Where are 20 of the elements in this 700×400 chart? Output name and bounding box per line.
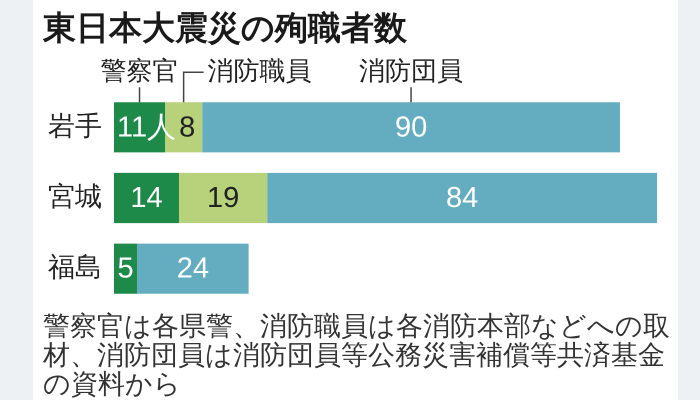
data-label: 90 bbox=[394, 111, 428, 144]
bar bbox=[137, 244, 249, 294]
y-tick-label: 福島 bbox=[48, 252, 102, 282]
bar bbox=[114, 172, 179, 224]
data-label: 5 bbox=[118, 252, 134, 285]
chart-title: 東日本大震災の殉職者数 bbox=[43, 9, 407, 46]
data-label: 14 bbox=[130, 182, 163, 214]
y-tick-label: 岩手 bbox=[48, 110, 102, 141]
series-label: 消防団員 bbox=[359, 55, 464, 86]
series-label: 消防職員 bbox=[208, 55, 312, 86]
text: 警察官は各県警、消防職員は各消防本部などへの取材、消防団員は消防団員等公務災害補償等共済基金の資料から bbox=[43, 311, 671, 399]
bar bbox=[267, 172, 658, 224]
data-label: 24 bbox=[176, 252, 210, 285]
data-label: 19 bbox=[206, 182, 240, 214]
series-label: 警察官 bbox=[100, 55, 179, 86]
bar bbox=[202, 102, 620, 152]
bar bbox=[178, 172, 268, 224]
y-tick-label: 宮城 bbox=[48, 181, 102, 212]
data-label: 84 bbox=[446, 182, 478, 214]
data-label: 8 bbox=[179, 111, 196, 144]
